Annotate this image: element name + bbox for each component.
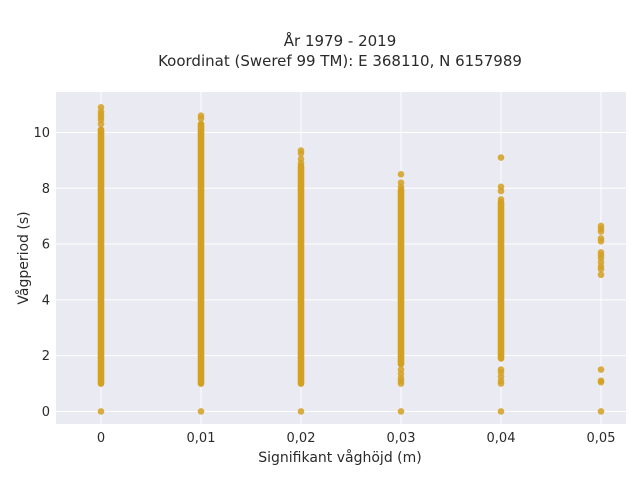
data-point xyxy=(397,366,405,373)
x-axis-title: Signifikant våghöjd (m) xyxy=(258,449,421,466)
data-point xyxy=(597,377,605,385)
data-point xyxy=(497,154,505,161)
y-tick-label: 4 xyxy=(42,293,50,308)
x-tick-label: 0,02 xyxy=(287,431,316,446)
x-tick-label: 0,04 xyxy=(487,431,516,446)
data-point xyxy=(297,147,305,154)
data-point xyxy=(497,196,505,203)
data-point xyxy=(597,222,605,230)
data-point xyxy=(497,366,505,373)
x-tick-label: 0 xyxy=(97,431,105,446)
data-point xyxy=(497,408,505,415)
y-tick-label: 0 xyxy=(42,405,50,420)
data-point xyxy=(397,179,405,186)
chart-title-line1: År 1979 - 2019 xyxy=(284,31,397,50)
data-point xyxy=(597,235,605,242)
data-point xyxy=(597,271,605,279)
x-tick-labels: 0 0,01 0,02 0,03 0,04 0,05 xyxy=(97,431,616,446)
data-point xyxy=(597,366,605,373)
data-point xyxy=(297,408,305,415)
y-tick-label: 6 xyxy=(42,238,50,253)
data-point xyxy=(97,408,105,415)
data-point xyxy=(197,112,205,120)
data-point xyxy=(497,183,505,191)
y-tick-label: 10 xyxy=(33,126,50,141)
data-point xyxy=(197,408,205,415)
x-tick-label: 0,01 xyxy=(187,431,216,446)
y-axis-title: Vågperiod (s) xyxy=(15,211,32,304)
y-tick-labels: 0 2 4 6 8 10 xyxy=(33,126,50,420)
data-point xyxy=(597,249,605,256)
plot-area xyxy=(56,92,626,424)
data-point xyxy=(397,408,405,415)
data-point xyxy=(597,408,605,415)
x-tick-label: 0,03 xyxy=(387,431,416,446)
y-tick-label: 2 xyxy=(42,349,50,364)
chart-title-line2: Koordinat (Sweref 99 TM): E 368110, N 61… xyxy=(158,52,522,70)
y-tick-label: 8 xyxy=(42,182,50,197)
data-point xyxy=(97,104,105,111)
data-point xyxy=(297,155,305,163)
data-points xyxy=(97,104,605,415)
data-point xyxy=(397,171,405,178)
x-tick-label: 0,05 xyxy=(587,431,616,446)
